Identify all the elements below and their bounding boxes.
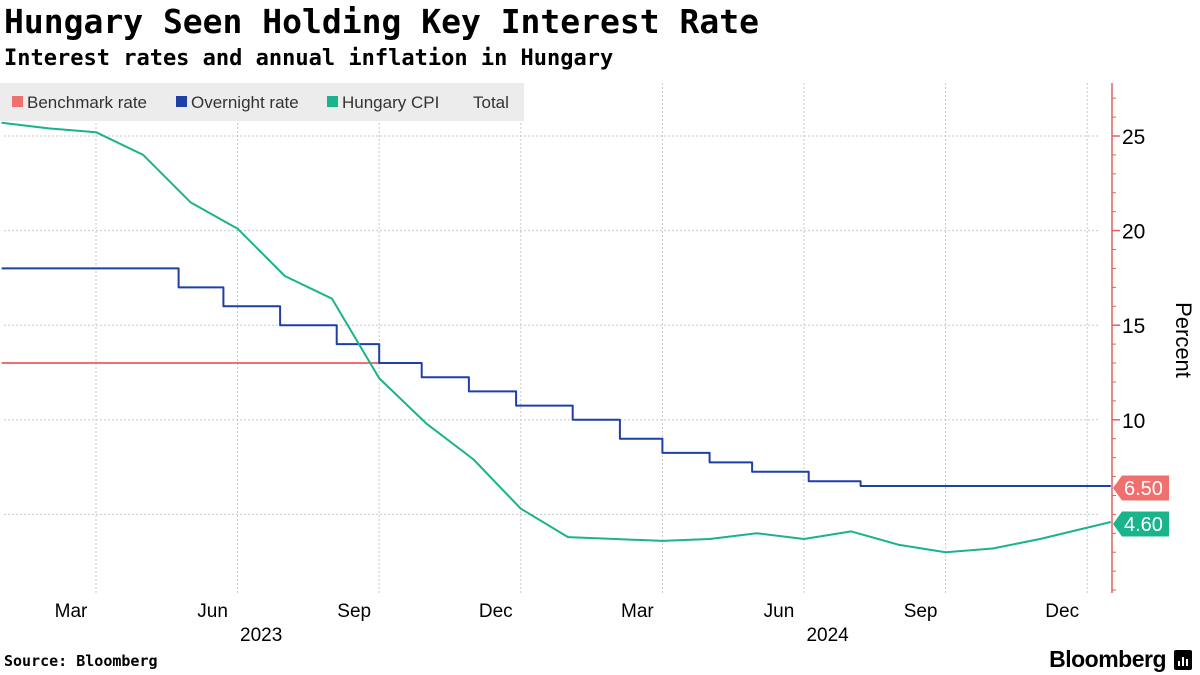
legend-swatch-benchmark — [12, 96, 23, 107]
series-line-hungary-cpi — [1, 121, 1112, 554]
x-tick-label-4: Mar — [621, 601, 654, 622]
brand-logo-text: Bloomberg — [1049, 646, 1166, 672]
x-tick-label-7: Dec — [1045, 601, 1079, 622]
x-tick-label-5: Jun — [764, 601, 795, 622]
benchmark-last-value-badge — [1113, 475, 1169, 501]
chart-subtitle: Interest rates and annual inflation in H… — [4, 46, 614, 71]
x-ticks: Mar Jun Sep Dec Mar Jun Sep Dec 2023 2024 — [55, 601, 1079, 646]
legend-swatch-cpi — [327, 96, 338, 107]
grid-layer — [4, 83, 1100, 593]
value-badges: 6.50 4.60 — [1113, 475, 1169, 537]
x-tick-label-0: Mar — [55, 601, 88, 622]
bloomberg-terminal-icon — [1174, 650, 1192, 670]
series-line-overnight-rate — [1, 267, 1111, 487]
legend-background — [0, 83, 524, 121]
legend-label-benchmark: Benchmark rate — [27, 93, 147, 112]
legend-label-cpi: Hungary CPI — [342, 93, 439, 112]
cpi-last-value-badge-label: 4.60 — [1124, 514, 1163, 536]
chart-title: Hungary Seen Holding Key Interest Rate — [4, 2, 759, 41]
y-tick-label-25: 25 — [1122, 126, 1145, 149]
y-ticks: 10 15 20 25 — [1112, 97, 1145, 591]
x-tick-label-6: Sep — [904, 601, 938, 622]
legend-label-overnight: Overnight rate — [191, 93, 299, 112]
legend-swatch-overnight — [176, 96, 187, 107]
x-year-label-1: 2024 — [806, 625, 849, 646]
source-note: Source: Bloomberg — [4, 652, 158, 670]
y-tick-label-20: 20 — [1122, 221, 1145, 244]
y-tick-label-10: 10 — [1122, 410, 1145, 433]
x-tick-label-3: Dec — [479, 601, 513, 622]
benchmark-last-value-badge-label: 6.50 — [1124, 478, 1163, 500]
series-layer — [1, 121, 1112, 554]
x-tick-label-2: Sep — [337, 601, 371, 622]
legend: Benchmark rate Overnight rate Hungary CP… — [0, 83, 524, 121]
y-tick-label-15: 15 — [1122, 315, 1145, 338]
x-tick-label-1: Jun — [197, 601, 228, 622]
y-axis-label: Percent — [1171, 302, 1196, 378]
x-year-label-0: 2023 — [240, 625, 282, 646]
legend-label-total: Total — [473, 93, 509, 112]
cpi-last-value-badge — [1113, 511, 1169, 537]
